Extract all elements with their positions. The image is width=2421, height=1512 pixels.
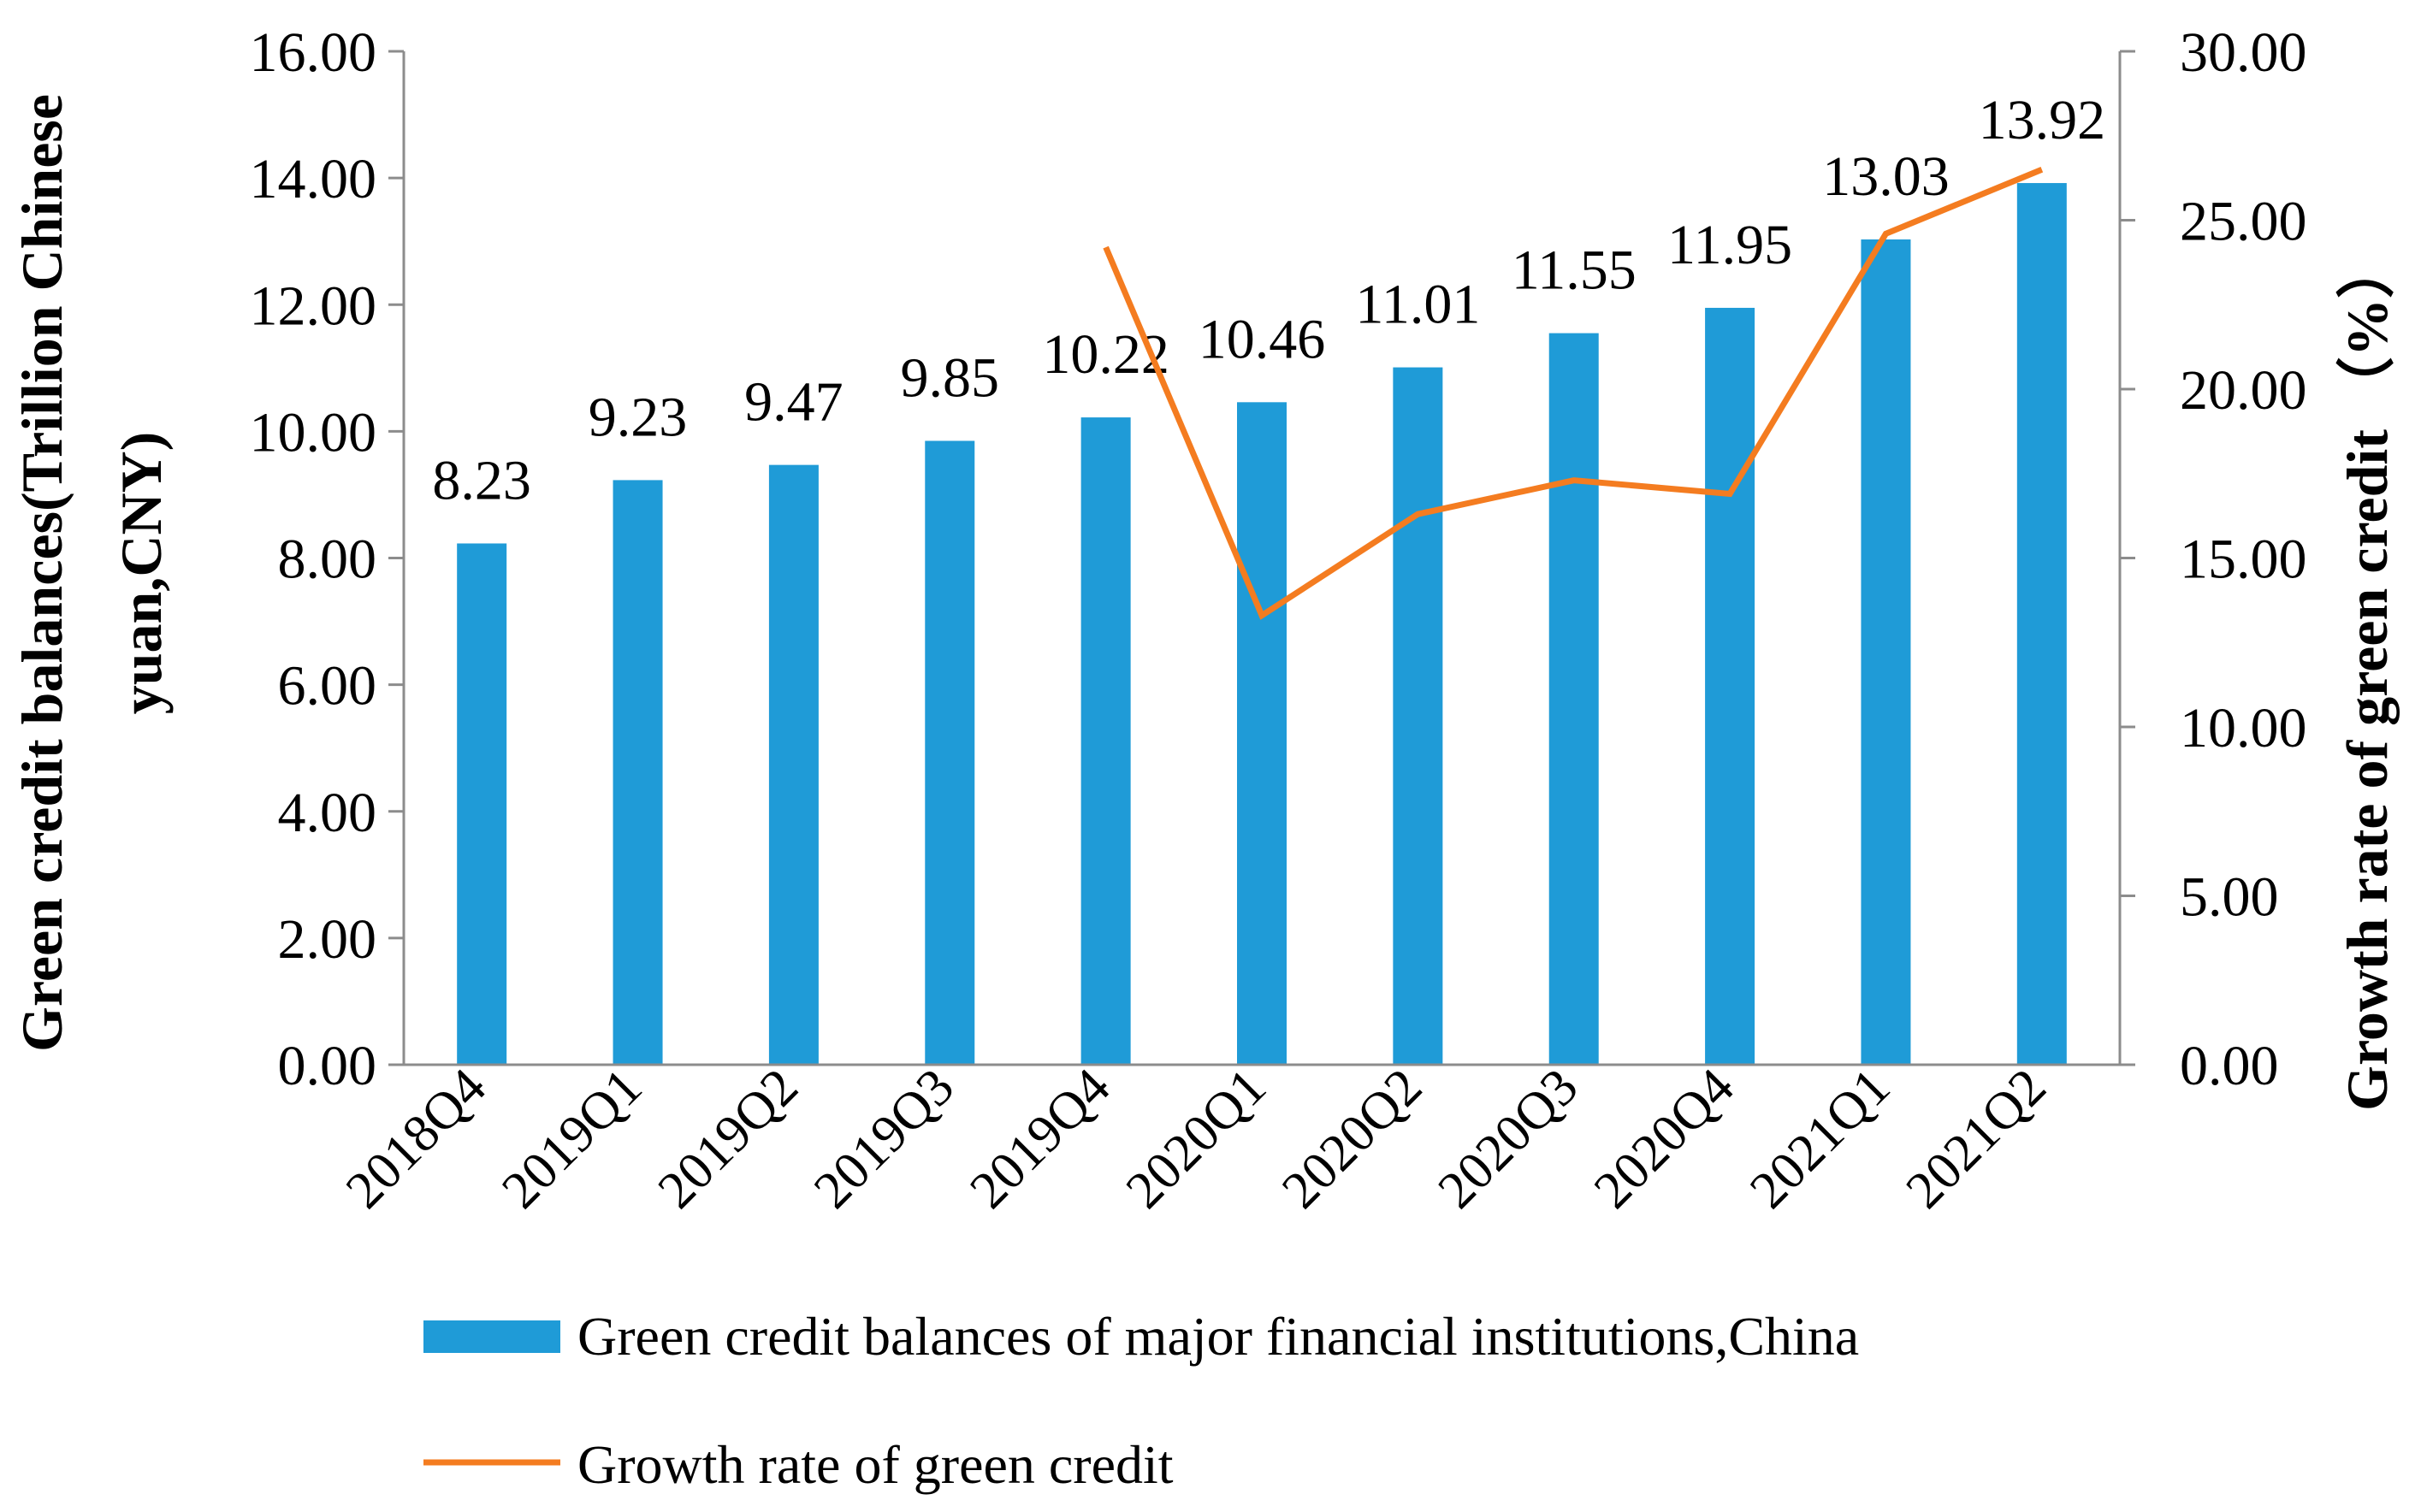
bar-data-label: 11.01 [1355, 274, 1480, 336]
bar [1080, 417, 1131, 1065]
growth-rate-line [1103, 167, 2044, 620]
right-tick-label: 30.00 [2180, 21, 2307, 84]
legend-line-label: Growth rate of green credit [577, 1434, 1174, 1495]
right-tick-label: 5.00 [2180, 866, 2279, 929]
category-axis: 2018Q42019Q12019Q22019Q32019Q42020Q12020… [335, 1058, 2057, 1220]
right-tick-label: 10.00 [2180, 697, 2307, 759]
right-tick-label: 0.00 [2180, 1035, 2279, 1097]
left-tick-label: 16.00 [250, 21, 377, 84]
right-tick-label: 20.00 [2180, 359, 2307, 422]
bar [925, 440, 975, 1065]
category-label: 2019Q2 [647, 1058, 808, 1220]
left-axis-title-line2: yuan,CNY) [109, 432, 174, 715]
left-tick-label: 14.00 [250, 148, 377, 210]
legend: Green credit balances of major financial… [423, 1306, 1859, 1495]
category-label: 2019Q4 [959, 1058, 1121, 1220]
right-axis: 0.00 5.00 10.00 15.00 20.00 25.00 30.00 [2118, 21, 2307, 1097]
legend-bar-label: Green credit balances of major financial… [577, 1306, 1859, 1367]
line-series [1103, 167, 2044, 620]
bar [1861, 239, 1911, 1065]
left-tick-label: 2.00 [278, 908, 377, 971]
left-axis-title-line1: Green credit balances(Trillion Chinese [9, 94, 74, 1052]
bar [768, 464, 819, 1065]
category-label: 2020Q4 [1583, 1058, 1745, 1220]
bar-data-label: 8.23 [432, 449, 531, 511]
category-label: 2020Q1 [1116, 1058, 1277, 1220]
bar [457, 543, 507, 1065]
left-tick-label: 0.00 [278, 1035, 377, 1097]
category-label: 2019Q1 [491, 1058, 653, 1220]
bar-data-label: 9.47 [744, 371, 844, 434]
bar-data-label: 10.46 [1199, 308, 1326, 370]
left-tick-label: 8.00 [278, 529, 377, 591]
bar-series [457, 183, 2067, 1065]
bar [1237, 402, 1287, 1065]
bar [1393, 367, 1443, 1065]
right-tick-label: 15.00 [2180, 529, 2307, 591]
category-label: 2019Q3 [803, 1058, 965, 1220]
right-axis-title: Growth rate of green credit （%） [2335, 240, 2400, 1111]
category-label: 2021Q2 [1895, 1058, 2057, 1220]
left-tick-label: 4.00 [278, 782, 377, 844]
bar [2016, 183, 2067, 1065]
left-axis: 0.00 2.00 4.00 6.00 8.00 10.00 12.00 14.00 16.00 [250, 21, 405, 1097]
bar-data-label: 13.92 [1979, 89, 2106, 151]
right-tick-label: 25.00 [2180, 191, 2307, 253]
legend-bar-swatch [423, 1320, 560, 1353]
bar [1548, 333, 1599, 1065]
bar [613, 480, 663, 1065]
left-tick-label: 12.00 [250, 275, 377, 337]
bar-data-label: 11.55 [1512, 239, 1637, 302]
category-label: 2020Q3 [1427, 1058, 1589, 1220]
bar-data-label: 9.23 [589, 386, 688, 448]
bar-data-label: 13.03 [1822, 145, 1950, 208]
bar-data-label: 9.85 [901, 346, 1000, 409]
bar [1705, 307, 1755, 1065]
category-label: 2020Q2 [1271, 1058, 1433, 1220]
bar-data-label: 11.95 [1667, 214, 1792, 276]
left-tick-label: 6.00 [278, 655, 377, 718]
plot-area: 0.00 2.00 4.00 6.00 8.00 10.00 12.00 14.00 16.00… [250, 21, 2307, 1220]
category-label: 2021Q1 [1739, 1058, 1901, 1220]
left-tick-label: 10.00 [250, 401, 377, 464]
